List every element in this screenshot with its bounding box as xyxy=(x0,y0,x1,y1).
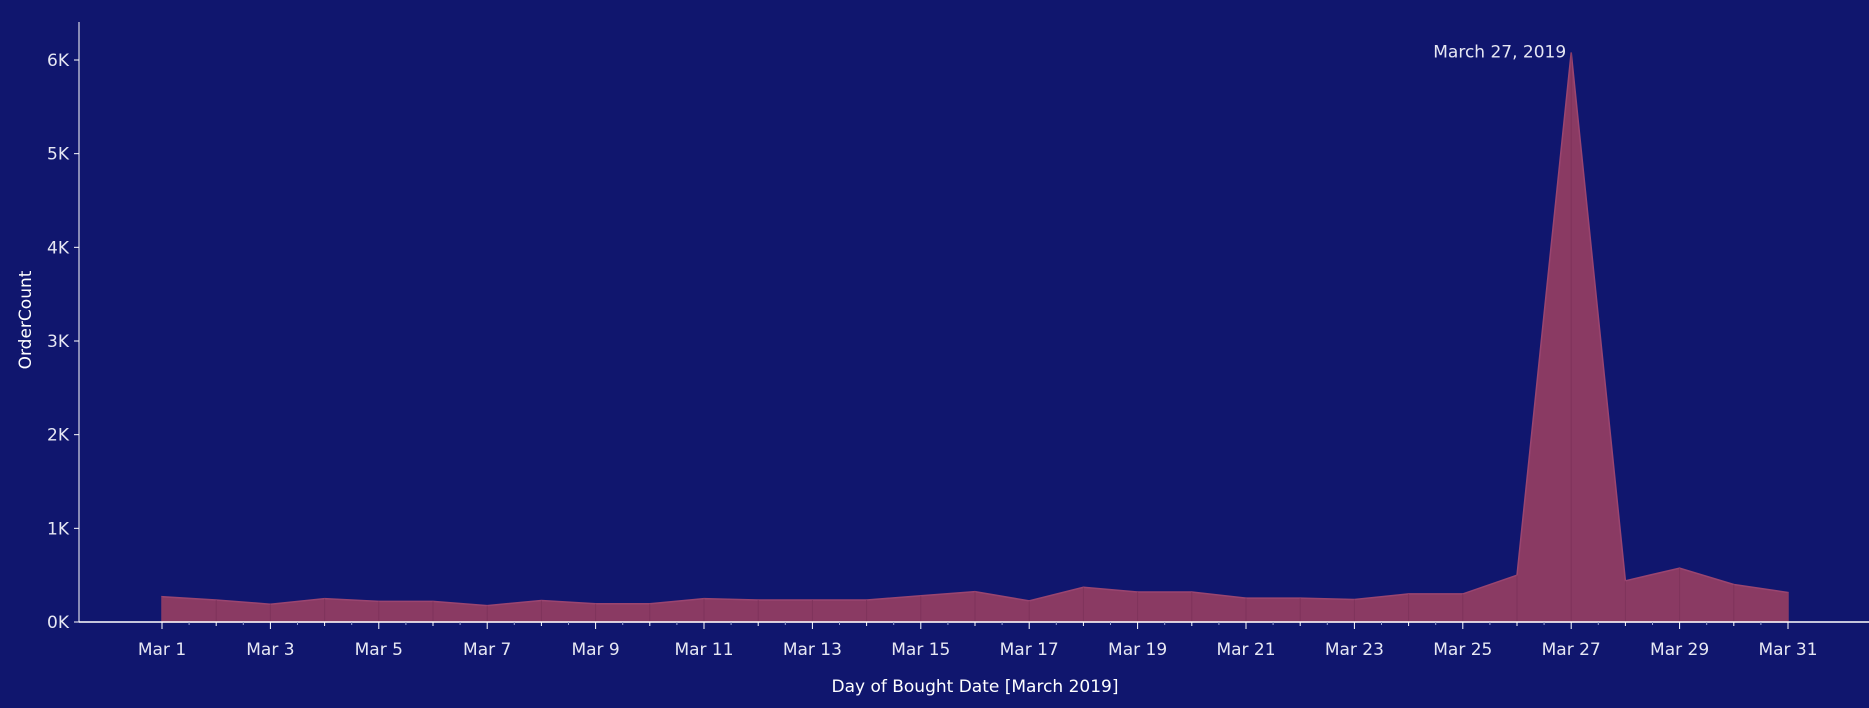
x-tick-label: Mar 13 xyxy=(783,640,842,660)
y-axis-title: OrderCount xyxy=(16,270,36,369)
x-tick-label: Mar 25 xyxy=(1433,640,1492,660)
x-tick-label: Mar 27 xyxy=(1542,640,1601,660)
x-tick-label: Mar 3 xyxy=(246,640,294,660)
x-tick-label: Mar 1 xyxy=(138,640,186,660)
peak-annotation: March 27, 2019 xyxy=(1433,43,1566,63)
x-axis-title: Day of Bought Date [March 2019] xyxy=(831,677,1118,697)
axes-layer: 0K 1K 2K 3K 4K 5K 6K Mar 1 Mar 3 Mar 5 Mar 7 Mar 9 M… xyxy=(47,22,1869,660)
x-tick-label: Mar 29 xyxy=(1650,640,1709,660)
y-tick-label: 5K xyxy=(47,145,70,165)
y-tick-label: 0K xyxy=(47,613,70,633)
x-tick-label: Mar 23 xyxy=(1325,640,1384,660)
x-tick-label: Mar 31 xyxy=(1758,640,1817,660)
y-tick-label: 4K xyxy=(47,238,70,258)
y-tick-label: 1K xyxy=(47,519,70,539)
x-tick-label: Mar 7 xyxy=(463,640,511,660)
x-tick-label: Mar 15 xyxy=(891,640,950,660)
x-tick-label: Mar 19 xyxy=(1108,640,1167,660)
x-tick-label: Mar 21 xyxy=(1216,640,1275,660)
x-tick-label: Mar 9 xyxy=(571,640,619,660)
area-layer xyxy=(161,52,1789,623)
y-tick-label: 6K xyxy=(47,51,70,71)
y-tick-label: 2K xyxy=(47,426,70,446)
x-tick-label: Mar 5 xyxy=(355,640,403,660)
y-tick-label: 3K xyxy=(47,332,70,352)
x-tick-label: Mar 17 xyxy=(1000,640,1059,660)
area-series xyxy=(161,52,1789,623)
x-tick-label: Mar 11 xyxy=(674,640,733,660)
